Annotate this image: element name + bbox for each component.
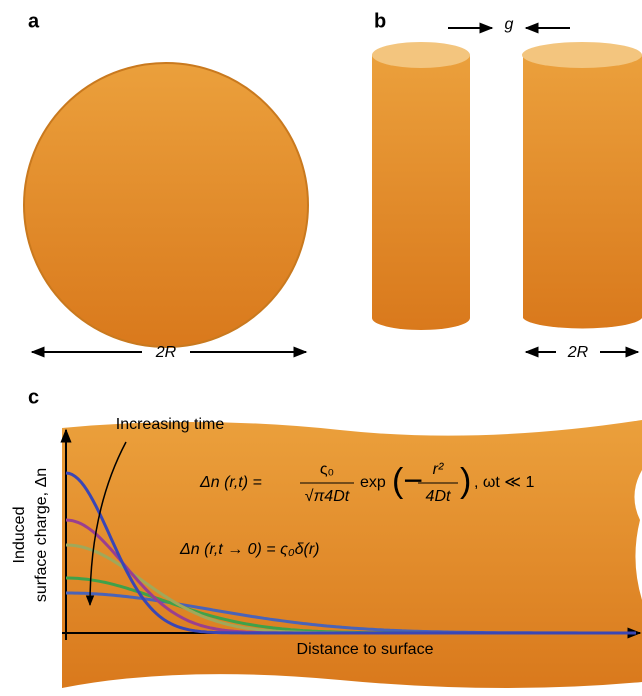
equation-denominator: √π4Dt [305,488,350,505]
dimension-label: 2R [567,344,589,361]
y-axis-label: Induced [11,507,28,564]
panel-label: c [28,386,39,408]
x-axis-label: Distance to surface [297,641,434,658]
panel-label: b [374,10,386,32]
annotation: Increasing time [116,416,225,433]
curves [65,471,636,635]
equation-condition: , ωt ≪ 1 [474,474,534,491]
equation-exp: exp [360,474,386,491]
curve [65,471,636,635]
cylinder [372,55,470,330]
gap-label: g [505,16,514,33]
equation-numerator: ς₀ [320,461,334,478]
equation-exp-denominator: 4Dt [426,488,451,505]
equation-lhs: Δn (r,t) = [199,474,262,491]
cylinder [523,55,642,329]
equation-2: Δn (r,t → 0) = ς₀δ(r) [179,541,320,558]
background [62,420,642,689]
cylinder-top [522,42,642,68]
time-arrow [85,441,127,607]
equation-exp-numerator: r² [433,461,444,478]
cylinder-top [372,42,470,68]
dimension-label: 2R [155,344,177,361]
disk [23,62,309,348]
paren: ) [460,462,471,500]
paren: (− [392,462,423,500]
y-axis-label: surface charge, Δn [33,468,50,602]
panel-label: a [28,10,40,32]
